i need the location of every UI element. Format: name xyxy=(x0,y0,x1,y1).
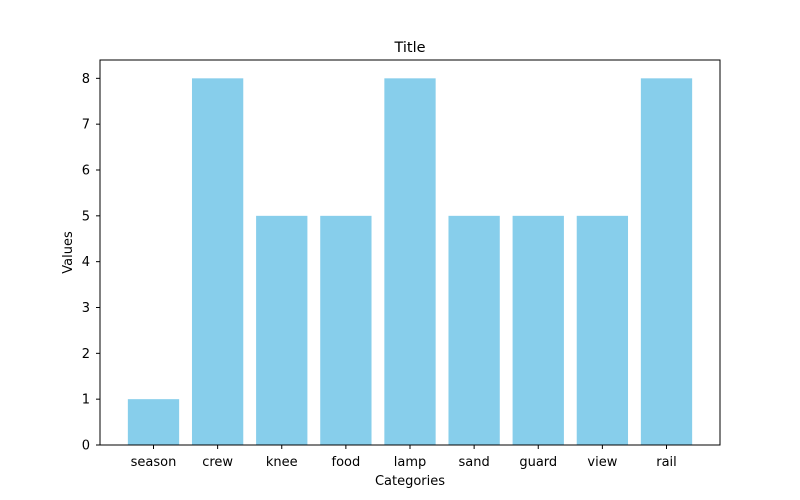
bar-view xyxy=(576,215,629,445)
bar-lamp xyxy=(384,78,436,445)
bar-guard xyxy=(512,215,564,445)
y-tick-label: 7 xyxy=(82,118,90,133)
plot-frame xyxy=(99,59,721,446)
y-tick-label: 3 xyxy=(82,301,90,316)
y-tick-label: 1 xyxy=(82,393,90,408)
y-axis-label: Values xyxy=(61,231,76,274)
x-tick-label: season xyxy=(131,455,177,470)
x-axis-ticks: season crew knee food lamp sand guard view rail xyxy=(131,445,677,470)
bar-sand xyxy=(448,215,500,445)
y-tick-label: 4 xyxy=(82,255,90,270)
y-tick-label: 6 xyxy=(82,164,90,179)
x-tick-label: guard xyxy=(519,455,557,470)
x-tick-label: rail xyxy=(656,455,677,470)
bar-knee xyxy=(256,215,308,445)
x-tick-label: food xyxy=(332,455,361,470)
bar-rail xyxy=(640,78,693,445)
bar-season xyxy=(127,399,180,445)
bars-group xyxy=(127,78,693,445)
x-tick-label: lamp xyxy=(394,455,427,470)
y-tick-label: 8 xyxy=(82,72,90,87)
x-tick-label: knee xyxy=(266,455,298,470)
y-tick-label: 0 xyxy=(82,439,90,454)
bar-crew xyxy=(191,78,244,445)
y-tick-label: 2 xyxy=(82,347,90,362)
x-tick-label: view xyxy=(587,455,617,470)
bar-food xyxy=(320,215,372,445)
chart-title: Title xyxy=(393,40,425,56)
y-tick-label: 5 xyxy=(82,209,90,224)
x-tick-label: sand xyxy=(459,455,490,470)
x-axis-label: Categories xyxy=(375,474,445,489)
x-tick-label: crew xyxy=(202,455,233,470)
y-axis-ticks: 0 1 2 3 4 5 6 7 8 xyxy=(82,72,100,454)
